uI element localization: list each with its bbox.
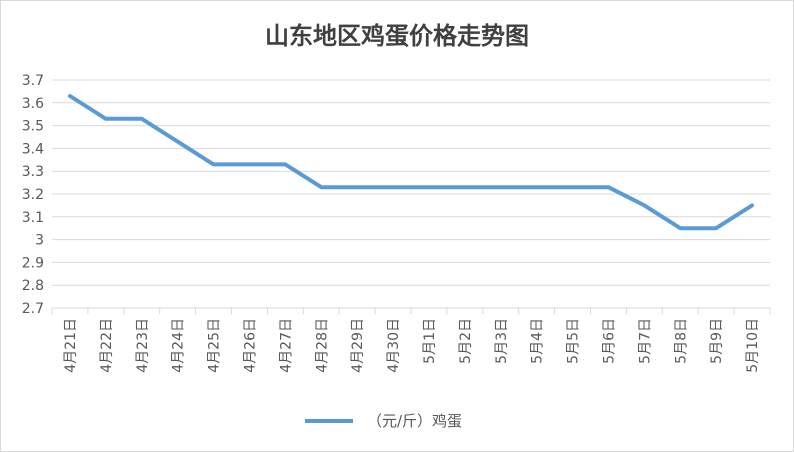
x-tick-label: 5月3日 (494, 318, 510, 364)
x-tick-label: 5月4日 (530, 318, 546, 364)
x-tick-label: 5月1日 (422, 318, 438, 364)
y-tick-label: 3.6 (22, 96, 44, 112)
y-tick-label: 2.8 (22, 278, 44, 294)
x-tick-label: 4月30日 (386, 318, 402, 373)
y-tick-label: 3.2 (22, 187, 44, 203)
x-tick-label: 5月8日 (673, 318, 689, 364)
x-tick-label: 5月5日 (566, 318, 582, 364)
x-tick-label: 5月2日 (458, 318, 474, 364)
x-tick-label: 4月24日 (171, 318, 187, 373)
y-tick-label: 3.7 (22, 73, 44, 89)
y-tick-label: 3.1 (22, 210, 44, 226)
x-tick-label: 4月22日 (99, 318, 115, 373)
chart-title: 山东地区鸡蛋价格走势图 (265, 21, 529, 50)
legend-swatch (305, 418, 353, 423)
x-tick-label: 5月7日 (637, 318, 653, 364)
x-tick-label: 4月25日 (207, 318, 223, 373)
legend-label: （元/斤）鸡蛋 (367, 412, 463, 430)
y-tick-label: 3.4 (22, 141, 44, 157)
x-tick-label: 5月10日 (745, 318, 761, 373)
x-tick-label: 4月27日 (278, 318, 294, 373)
x-tick-label: 4月28日 (314, 318, 330, 373)
x-tick-label: 5月9日 (709, 318, 725, 364)
y-tick-label: 3.3 (22, 164, 44, 180)
x-tick-label: 4月21日 (63, 318, 79, 373)
chart-legend: （元/斤）鸡蛋 (305, 410, 462, 431)
x-tick-label: 4月23日 (135, 318, 151, 373)
x-tick-label: 4月29日 (350, 318, 366, 373)
y-tick-label: 3.5 (22, 119, 44, 135)
x-tick-label: 4月26日 (242, 318, 258, 373)
y-tick-label: 2.9 (22, 255, 44, 271)
series-line (68, 94, 754, 231)
y-tick-label: 3 (35, 233, 44, 249)
x-tick-label: 5月6日 (601, 318, 617, 364)
y-tick-label: 2.7 (22, 301, 44, 317)
